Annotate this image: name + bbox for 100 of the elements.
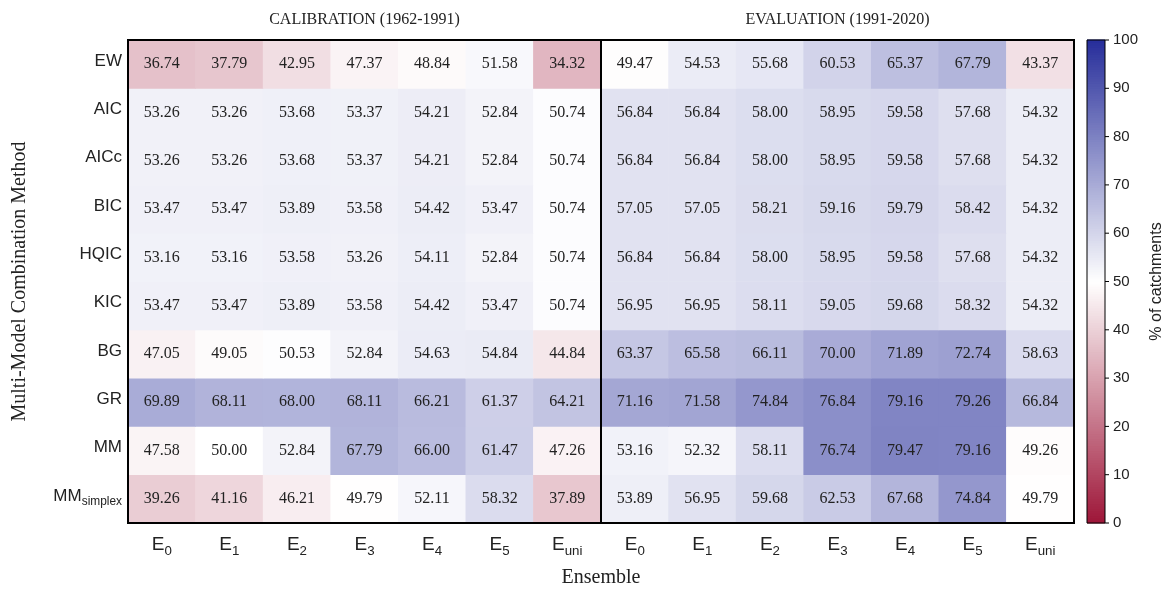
- data-label: 61.37: [481, 392, 518, 410]
- y-tick-label: AICc: [85, 147, 123, 167]
- data-label: 53.68: [278, 102, 315, 120]
- data-label: 46.21: [278, 489, 315, 507]
- y-tick-label: BIC: [93, 195, 122, 215]
- data-label: 58.32: [481, 489, 518, 507]
- data-label: 56.95: [616, 295, 653, 313]
- data-label: 56.84: [616, 247, 653, 265]
- data-label: 54.42: [414, 199, 451, 217]
- data-label: 39.26: [143, 489, 180, 507]
- y-tick-label: BG: [97, 340, 122, 360]
- data-label: 50.74: [549, 199, 586, 217]
- data-label: 59.58: [887, 150, 924, 168]
- data-label: 68.11: [346, 392, 383, 410]
- data-label: 53.37: [346, 102, 383, 120]
- x-axis-title: Ensemble: [561, 565, 641, 588]
- data-label: 60.53: [819, 54, 856, 72]
- data-label: 74.84: [954, 489, 991, 507]
- data-label: 56.84: [684, 247, 721, 265]
- data-label: 58.95: [819, 247, 856, 265]
- data-label: 56.95: [684, 295, 721, 313]
- data-label: 56.84: [684, 102, 721, 120]
- data-label: 68.11: [211, 392, 248, 410]
- color-bar-label: 0: [1113, 513, 1122, 531]
- data-label: 47.05: [143, 344, 180, 362]
- data-label: 57.68: [954, 102, 991, 120]
- data-label: 70.00: [819, 344, 856, 362]
- data-label: 58.00: [751, 247, 788, 265]
- data-label: 56.84: [616, 102, 653, 120]
- data-label: 53.26: [143, 102, 180, 120]
- data-label: 52.11: [414, 489, 450, 507]
- data-label: 54.84: [481, 344, 518, 362]
- data-label: 58.32: [954, 295, 991, 313]
- data-label: 57.05: [684, 199, 721, 217]
- data-label: 47.26: [549, 440, 586, 458]
- color-bar-label: 40: [1113, 319, 1130, 337]
- data-label: 36.74: [143, 54, 180, 72]
- data-label: 62.53: [819, 489, 856, 507]
- data-label: 58.21: [751, 199, 788, 217]
- data-label: 67.79: [346, 440, 383, 458]
- data-label: 58.11: [752, 440, 788, 458]
- data-label: 58.11: [752, 295, 788, 313]
- data-label: 53.47: [481, 199, 518, 217]
- data-label: 53.89: [278, 295, 315, 313]
- data-label: 41.16: [211, 489, 248, 507]
- data-label: 53.26: [346, 247, 383, 265]
- data-label: 52.84: [481, 150, 518, 168]
- y-tick-label: EW: [94, 50, 123, 70]
- text: CALIBRATION (1962-1991): [269, 10, 460, 29]
- data-label: 43.37: [1022, 54, 1059, 72]
- data-label: 53.47: [143, 295, 180, 313]
- data-label: 49.79: [1022, 489, 1059, 507]
- text: EVALUATION (1991-2020): [745, 10, 930, 29]
- data-label: 53.89: [278, 199, 315, 217]
- y-axis-title: Multi-Model Combination Method: [7, 141, 30, 422]
- data-label: 59.79: [887, 199, 924, 217]
- data-label: 57.68: [954, 247, 991, 265]
- data-label: 64.21: [549, 392, 586, 410]
- data-label: 54.42: [414, 295, 451, 313]
- data-label: 79.16: [954, 440, 991, 458]
- data-label: 53.26: [143, 150, 180, 168]
- data-label: 52.32: [684, 440, 721, 458]
- data-label: 54.21: [414, 150, 451, 168]
- data-label: 53.58: [346, 295, 383, 313]
- color-bar-label: 50: [1113, 271, 1130, 289]
- data-label: 67.68: [887, 489, 924, 507]
- data-label: 58.00: [751, 150, 788, 168]
- data-label: 52.84: [278, 440, 315, 458]
- data-label: 50.74: [549, 102, 586, 120]
- data-label: 53.26: [211, 102, 248, 120]
- color-bar-label: 70: [1113, 175, 1130, 193]
- data-label: 66.21: [414, 392, 451, 410]
- data-label: 53.47: [211, 199, 248, 217]
- data-label: 58.42: [954, 199, 991, 217]
- data-label: 51.58: [481, 54, 518, 72]
- data-label: 72.74: [954, 344, 991, 362]
- data-label: 34.32: [549, 54, 586, 72]
- data-label: 54.53: [684, 54, 721, 72]
- data-label: 37.89: [549, 489, 586, 507]
- y-tick-label: HQIC: [79, 244, 122, 264]
- data-label: 79.47: [887, 440, 924, 458]
- data-label: 49.47: [616, 54, 653, 72]
- color-bar-label: 60: [1113, 223, 1130, 241]
- data-label: 58.95: [819, 150, 856, 168]
- data-label: 54.63: [414, 344, 451, 362]
- data-label: 48.84: [414, 54, 451, 72]
- data-label: 37.79: [211, 54, 248, 72]
- data-label: 63.37: [616, 344, 653, 362]
- color-bar-label: 100: [1113, 30, 1139, 48]
- data-label: 76.84: [819, 392, 856, 410]
- data-label: 66.00: [414, 440, 451, 458]
- data-label: 65.58: [684, 344, 721, 362]
- data-label: 59.58: [887, 247, 924, 265]
- y-tick-label: MM: [93, 437, 123, 457]
- y-tick-label: GR: [96, 388, 122, 408]
- data-label: 53.16: [143, 247, 180, 265]
- color-bar-label: 80: [1113, 126, 1130, 144]
- y-tick-label: KIC: [93, 292, 122, 312]
- data-label: 54.32: [1022, 295, 1059, 313]
- data-label: 53.26: [211, 150, 248, 168]
